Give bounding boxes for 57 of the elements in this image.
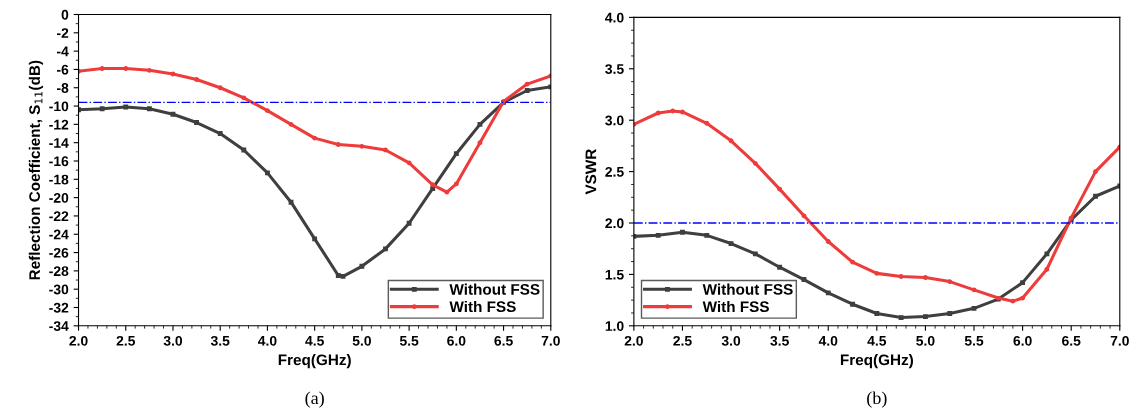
legend-label: With FSS bbox=[449, 300, 516, 313]
y-axis-title: VSWR bbox=[585, 149, 597, 195]
x-tick-label: 6.0 bbox=[447, 335, 466, 346]
y-tick-label: -2 bbox=[56, 28, 69, 38]
y-tick-label: -26 bbox=[49, 247, 69, 258]
y-tick-label: -12 bbox=[49, 119, 69, 130]
y-tick-label: 2.0 bbox=[605, 218, 624, 229]
y-tick-label: -6 bbox=[56, 64, 69, 75]
y-tick-label: -32 bbox=[49, 302, 69, 313]
x-tick-label: 5.5 bbox=[964, 336, 984, 346]
y-tick-label: 1.0 bbox=[605, 321, 624, 331]
text: (b) bbox=[867, 391, 887, 408]
y-tick-label: 0 bbox=[61, 9, 69, 20]
x-tick-label: 3.0 bbox=[163, 335, 183, 346]
y-tick-label: -16 bbox=[49, 156, 69, 167]
y-tick-label: 1.5 bbox=[605, 269, 624, 280]
y-tick-label: -28 bbox=[49, 266, 69, 277]
x-tick-label: 3.5 bbox=[770, 335, 789, 346]
legend-label: Without FSS bbox=[449, 283, 540, 295]
x-tick-label: 4.0 bbox=[257, 335, 277, 346]
x-tick-label: 6.5 bbox=[1062, 335, 1081, 346]
x-tick-label: 5.0 bbox=[352, 335, 371, 346]
x-tick-label: 2.0 bbox=[69, 335, 88, 346]
x-tick-label: 5.5 bbox=[399, 336, 419, 346]
text: (a) bbox=[305, 391, 324, 408]
y-tick-label: -34 bbox=[49, 321, 69, 332]
y-tick-label: 2.5 bbox=[605, 166, 624, 177]
x-tick-label: 2.5 bbox=[116, 335, 136, 346]
y-tick-label: -20 bbox=[49, 192, 69, 203]
y-tick-label: 4.0 bbox=[605, 12, 624, 23]
y-tick-label: -10 bbox=[49, 101, 69, 112]
y-axis-title: Reflection Coefficient, S$_{11}$(dB) bbox=[28, 60, 44, 280]
legend-label: With FSS bbox=[702, 300, 769, 313]
x-tick-label: 6.5 bbox=[494, 335, 513, 346]
x-tick-label: 7.0 bbox=[541, 335, 560, 346]
x-axis-title: Freq(GHz) bbox=[278, 354, 351, 369]
y-tick-label: -30 bbox=[49, 284, 69, 295]
x-tick-label: 4.5 bbox=[867, 336, 887, 346]
x-tick-label: 2.5 bbox=[673, 335, 692, 346]
x-tick-label: 2.0 bbox=[624, 335, 643, 346]
y-tick-label: -8 bbox=[56, 83, 69, 93]
x-tick-label: 3.0 bbox=[721, 335, 741, 346]
legend-label: Without FSS bbox=[702, 283, 793, 295]
y-tick-label: -22 bbox=[49, 211, 69, 221]
y-tick-label: -14 bbox=[49, 138, 69, 148]
x-axis-title: Freq(GHz) bbox=[840, 354, 913, 369]
y-tick-label: 3.0 bbox=[605, 115, 624, 126]
x-tick-label: 6.0 bbox=[1013, 335, 1032, 346]
x-tick-label: 5.0 bbox=[916, 335, 935, 346]
y-tick-label: -24 bbox=[49, 229, 69, 240]
x-tick-label: 4.5 bbox=[305, 336, 324, 346]
y-tick-label: -18 bbox=[49, 174, 69, 185]
x-tick-label: 4.0 bbox=[818, 335, 838, 346]
y-tick-label: -4 bbox=[56, 46, 69, 57]
x-tick-label: 3.5 bbox=[210, 335, 230, 346]
y-tick-label: 3.5 bbox=[605, 64, 624, 74]
x-tick-label: 7.0 bbox=[1110, 335, 1129, 346]
